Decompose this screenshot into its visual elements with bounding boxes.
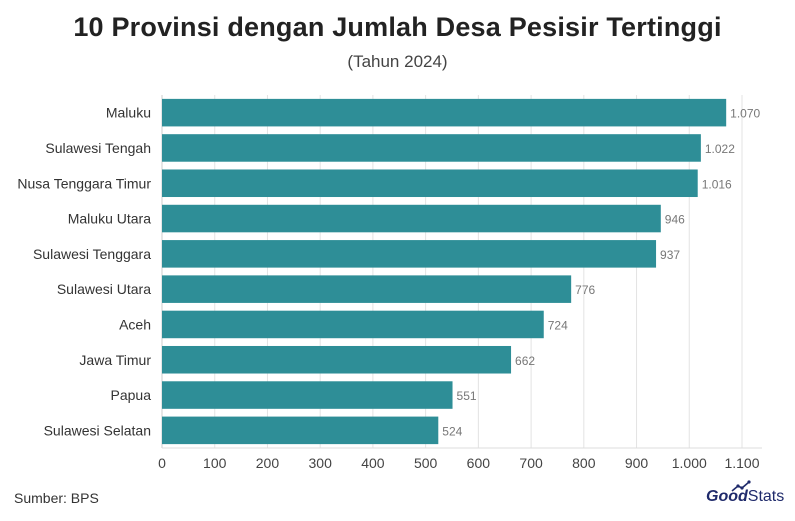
x-tick-label: 800 — [572, 455, 596, 471]
x-tick-label: 100 — [203, 455, 227, 471]
bar — [162, 416, 439, 445]
category-label: Sulawesi Utara — [57, 281, 151, 297]
brand-good: Good — [706, 488, 748, 505]
value-label: 1.022 — [705, 142, 735, 156]
value-label: 1.016 — [702, 177, 732, 191]
bar — [162, 134, 701, 162]
category-label: Sulawesi Tengah — [45, 140, 151, 156]
x-tick-label: 500 — [414, 455, 438, 471]
chart-subtitle: (Tahun 2024) — [347, 52, 448, 71]
source-note: Sumber: BPS — [14, 490, 99, 506]
value-label: 937 — [660, 248, 680, 262]
category-label: Sulawesi Tenggara — [33, 246, 151, 262]
value-label: 776 — [575, 283, 595, 297]
bar — [162, 204, 661, 233]
x-tick-label: 1.000 — [672, 455, 707, 471]
category-label: Aceh — [119, 316, 151, 332]
goodstats-logo-icon — [731, 480, 751, 492]
category-label: Nusa Tenggara Timur — [17, 175, 151, 191]
category-label: Papua — [111, 387, 152, 403]
x-tick-label: 300 — [309, 455, 333, 471]
category-label: Sulawesi Selatan — [44, 422, 151, 438]
value-label: 724 — [548, 318, 568, 332]
x-tick-label: 900 — [625, 455, 649, 471]
value-label: 524 — [442, 424, 462, 438]
bar — [162, 240, 657, 268]
x-tick-label: 0 — [158, 455, 166, 471]
x-tick-label: 200 — [256, 455, 280, 471]
value-label: 946 — [665, 213, 685, 227]
value-label: 662 — [515, 354, 535, 368]
category-label: Maluku — [106, 105, 151, 121]
category-label: Maluku Utara — [68, 211, 151, 227]
chart-title: 10 Provinsi dengan Jumlah Desa Pesisir T… — [73, 12, 722, 42]
brand-stats: Stats — [747, 488, 785, 505]
category-label: Jawa Timur — [79, 352, 151, 368]
goodstats-logo: GoodStats — [706, 488, 784, 506]
x-tick-label: 600 — [467, 455, 491, 471]
x-tick-label: 700 — [519, 455, 543, 471]
bar — [162, 169, 698, 198]
x-tick-label: 400 — [361, 455, 385, 471]
value-label: 1.070 — [730, 107, 760, 121]
bar — [162, 98, 727, 127]
bar — [162, 310, 544, 339]
bar — [162, 345, 512, 374]
bar — [162, 381, 453, 409]
value-label: 551 — [457, 389, 477, 403]
bar — [162, 275, 572, 303]
x-tick-label: 1.100 — [724, 455, 759, 471]
